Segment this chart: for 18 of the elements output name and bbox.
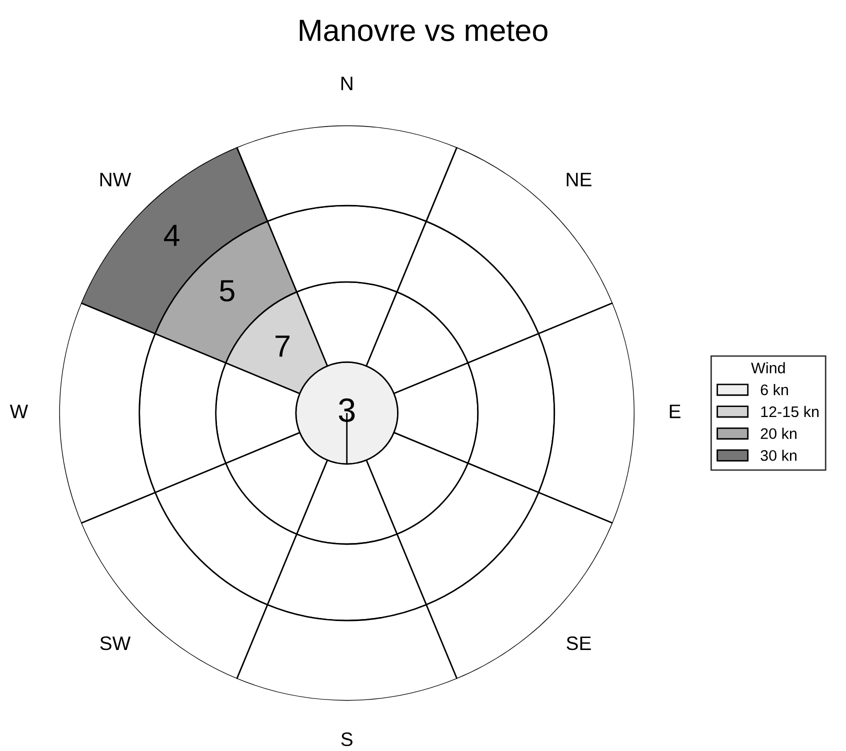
category-label: NE <box>566 172 592 186</box>
text: Manovre vs meteo <box>300 20 548 42</box>
data-label: 7 <box>276 336 290 357</box>
legend-label: 20 kn <box>760 428 796 440</box>
legend-label: 30 kn <box>760 450 796 461</box>
text: 3 <box>338 398 355 422</box>
category-label: NW <box>100 172 132 186</box>
category-label: W <box>10 404 28 418</box>
category-label: E <box>670 404 680 418</box>
category-label: S <box>341 732 352 746</box>
legend-title: Wind <box>751 362 785 374</box>
category-label: N <box>341 76 352 90</box>
category-label: SE <box>566 636 591 650</box>
legend-label: 12-15 kn <box>761 406 819 418</box>
legend-label: 6 kn <box>760 384 788 396</box>
data-label: 4 <box>164 224 180 246</box>
data-label: 5 <box>220 280 234 302</box>
category-label: SW <box>100 636 131 650</box>
